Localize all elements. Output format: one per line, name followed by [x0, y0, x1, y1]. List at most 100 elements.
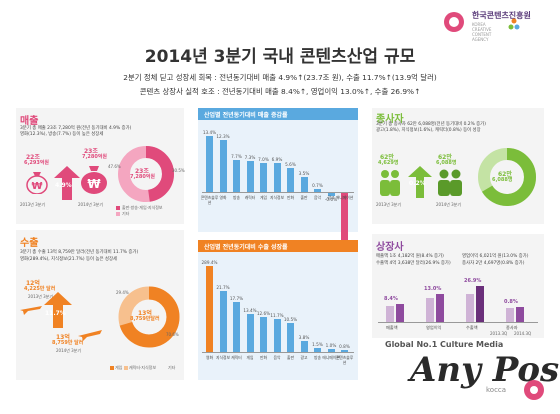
sales-legend-swatch-1 [116, 206, 120, 210]
export-chart-bar [314, 347, 321, 352]
employees-title: 종사자 [376, 114, 404, 125]
employees-note-1: 3분기 총 종사자 62만 6,088명(전년 동기대비 0.2% 증가) [376, 122, 486, 127]
sales-panel: 매출 3분기 총 매출 23조 7,280억 원(전년 동기대비 4.9% 증가… [16, 108, 185, 224]
sales-legend-2: 기타 [122, 211, 130, 216]
svg-text:₩: ₩ [31, 181, 42, 192]
export-chart-category: 애니메이션 [322, 355, 340, 360]
exports-curr-value: 8,759만 달러 [52, 340, 84, 346]
sales-growth-header [198, 108, 358, 120]
sales-chart-value: 7.0% [258, 156, 269, 162]
sales-chart-bar [246, 161, 254, 192]
employees-growth-arrow-icon [408, 166, 432, 198]
subtitle-growth: 2분기 정체 딛고 성장세 회복 : 전년동기대비 매출 4.9%↑(23.7조… [123, 73, 437, 82]
listed-title: 상장사 [376, 242, 404, 253]
listed-bar-curr [516, 307, 524, 322]
sales-chart-category: 만화 [287, 195, 294, 200]
export-growth-panel: 산업별 전년동기대비 수출 성장률 289.4% 영화 21.7% 지식정보 17.7%… [198, 240, 358, 380]
export-chart-category: 방송 [314, 355, 321, 360]
sales-chart-bar [260, 162, 267, 192]
sales-legend-swatch-2 [116, 212, 120, 216]
listed-year-a: 2013.3Q [490, 331, 508, 336]
exports-donut-value: 8,759만달러 [130, 316, 160, 322]
exports-panel: 수출 3분기 총 수출 13억 8,759만 달러(전년 동기대비 11.7% … [16, 230, 184, 380]
kocca-emblem-icon [444, 12, 464, 32]
sales-growth-title: 산업별 전년동기대비 매출 증감률 [204, 112, 288, 119]
listed-bar-prev [466, 294, 474, 322]
exports-donut-pct-2: 70.6% [166, 332, 179, 337]
exports-prev-value: 4,225만 달러 [24, 286, 56, 292]
exports-donut-label: 13억 [138, 310, 152, 317]
sales-chart-category: 광고 [327, 195, 335, 200]
people-icon [380, 170, 400, 196]
airplane-icon [20, 306, 42, 315]
sales-prev-year: 2013년 3분기 [20, 202, 46, 207]
exports-curr-label: 13억 [56, 334, 70, 341]
exports-note-2: 영화(289.4%), 지식정보(21.7%) 등이 높은 성장세 [20, 257, 118, 262]
export-chart-category: 게임 [246, 355, 254, 360]
export-chart-bar [341, 349, 348, 352]
exports-prev-year: 2013년 3분기 [28, 294, 54, 299]
listed-growth-value: 0.8% [504, 299, 518, 305]
sales-growth-panel: 산업별 전년동기대비 매출 증감률 13.4% 콘텐츠솔루션 12.3% 영화 7.7%… [198, 108, 358, 249]
employees-curr-label: 62만 [438, 154, 452, 161]
export-chart-value: 0.8% [339, 343, 350, 349]
export-chart-category: 캐릭터 [231, 355, 242, 360]
sales-legend-1: 출판·방송·게임·지식정보 [122, 205, 163, 210]
employees-growth: 0.2% [409, 180, 426, 187]
sales-chart-value: 5.6% [285, 162, 296, 168]
listed-year-b: 2014.3Q [514, 331, 532, 336]
sales-chart-bar [219, 140, 227, 192]
sales-donut-chart [118, 146, 174, 202]
export-chart-bar [300, 341, 308, 352]
exports-legend-swatch-1 [110, 366, 114, 370]
sales-chart-value: 6.9% [271, 157, 283, 163]
sales-title: 매출 [20, 116, 39, 127]
listed-baseline [378, 322, 538, 323]
export-chart-category: 지식정보 [216, 355, 230, 360]
sales-donut-pct-2: 30.5% [172, 168, 185, 173]
exports-prev-label: 12억 [26, 280, 40, 287]
sales-prev-label: 22조 [26, 154, 40, 161]
listed-category: 종사자 [506, 325, 518, 330]
listed-note-4: 종사자 2만 4,697명(0.8% 증가) [462, 261, 525, 266]
listed-panel: 상장사 매출액 1조 4,182억 원(8.4% 증가) 영업이익 6,021억… [372, 234, 544, 338]
sales-donut-label: 23조 [135, 168, 149, 175]
people-large-icon [438, 169, 462, 196]
svg-text:₩: ₩ [87, 177, 101, 191]
exports-legend-3: 기타 [168, 365, 176, 370]
sales-prev-value: 6,293억원 [24, 160, 50, 166]
sales-chart-category: 영화 [219, 195, 227, 200]
employees-note-2: 광고(1.8%), 지식정보(1.6%), 캐릭터(0.8%) 등이 성장 [376, 128, 481, 133]
sales-chart-bar [273, 163, 281, 192]
export-chart-bar [273, 319, 281, 352]
growth-arrow-icon [54, 166, 80, 200]
export-growth-title: 산업별 전년동기대비 수출 성장률 [204, 244, 288, 251]
subtitle-listed: 콘텐츠 상장사 실적 호조 : 전년동기대비 매출 8.4%↑, 영업이익 13… [139, 87, 421, 96]
listed-note-3: 수출액 4억 3,638만 달러(26.9% 증가) [376, 261, 451, 266]
sales-growth-chart: 13.4% 콘텐츠솔루션 12.3% 영화 7.7% 방송 7.3% 캐릭터 7.0% 게임 6.9… [198, 120, 358, 249]
sales-chart-value: 12.3% [216, 134, 230, 140]
sales-chart-bar [341, 193, 348, 243]
sales-chart-category: 콘텐츠솔루션 [200, 195, 219, 205]
employees-curr-value: 6,088명 [436, 160, 457, 166]
logo-english-text: KOREA CREATIVE CONTENT AGENCY [472, 22, 492, 42]
export-chart-baseline [202, 352, 354, 353]
sales-chart-category: 방송 [233, 195, 240, 200]
export-chart-category: 만화 [260, 355, 267, 360]
listed-category: 영업이익 [426, 325, 442, 330]
export-chart-value: 1.5% [312, 341, 323, 347]
export-growth-header [198, 240, 358, 252]
export-chart-value: 11.7% [270, 313, 284, 319]
listed-bar-chart: 8.4% 매출액 13.0% 영업이익 26.9% 수출액 0.8% 종사자 2013.3Q 20… [372, 270, 544, 338]
export-chart-value: 21.7% [216, 285, 230, 291]
exports-curr-year: 2014년 3분기 [56, 348, 82, 353]
sales-curr-year: 2014년 3분기 [78, 202, 104, 207]
export-chart-bar [327, 349, 335, 352]
page-title: 2014년 3분기 국내 콘텐츠산업 규모 [144, 47, 416, 67]
export-growth-chart: 289.4% 영화 21.7% 지식정보 17.7% 캐릭터 13.4% 게임 12.6% 만화 1… [198, 252, 358, 380]
sales-chart-value: 0.7% [312, 183, 323, 189]
sales-curr-value: 7,280억원 [82, 154, 108, 160]
money-bag-large-icon: ₩ [81, 166, 107, 194]
employees-prev-label: 62만 [380, 154, 394, 161]
kocca-logo: 한국콘텐츠진흥원 KOREA CREATIVE CONTENT AGENCY [442, 8, 552, 42]
